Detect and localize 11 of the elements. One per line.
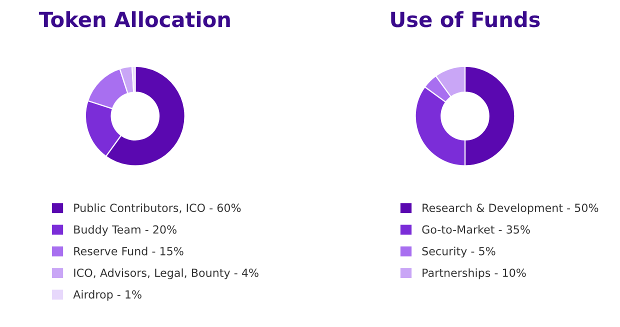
legend-label: Go-to-Market - 35%: [422, 225, 530, 234]
legend-label: Public Contributors, ICO - 60%: [74, 203, 241, 214]
legend-label: Airdrop - 1%: [73, 290, 142, 301]
legend-label: Partnerships - 10%: [422, 268, 526, 280]
legend-label: ICO, Advisors, Legal, Bounty - 4%: [74, 268, 258, 280]
legend-label: Security - 5%: [422, 246, 496, 258]
legend-label: Reserve Fund - 15%: [74, 246, 184, 256]
chart-title: Use of Funds: [391, 11, 540, 28]
chart-title: Token Allocation: [38, 11, 230, 28]
legend-label: Research & Development - 50%: [422, 203, 598, 214]
legend-label: Buddy Team - 20%: [74, 225, 176, 236]
